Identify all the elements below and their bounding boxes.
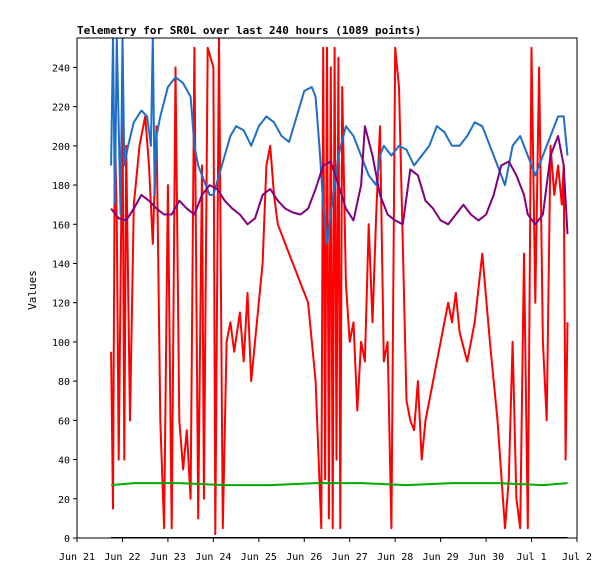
- series-line-2: [110, 125, 569, 235]
- x-tick-label: Jun 21: [59, 552, 95, 563]
- y-tick-label: 0: [64, 534, 70, 545]
- y-tick-label: 220: [52, 103, 70, 114]
- y-tick-label: 180: [52, 181, 70, 192]
- y-tick-label: 140: [52, 259, 70, 270]
- x-tick-label: Jun 22: [104, 552, 140, 563]
- x-tick-label: Jun 27: [332, 552, 368, 563]
- y-tick-label: 40: [58, 456, 70, 467]
- y-tick-label: 60: [58, 416, 70, 427]
- y-tick-label: 160: [52, 220, 70, 231]
- y-tick-label: 80: [58, 377, 70, 388]
- chart-title: Telemetry for SR0L over last 240 hours (…: [77, 24, 421, 37]
- x-tick-label: Jul 2: [562, 552, 592, 563]
- x-tick-label: Jun 30: [468, 552, 504, 563]
- series-line-0: [110, 38, 569, 536]
- plot-frame: [76, 37, 578, 539]
- y-tick-label: 120: [52, 299, 70, 310]
- axis-layer: 0 20 40 60 80 100 120 140 160 180 200 220 240 Jun 21 J…: [52, 63, 592, 563]
- x-tick-label: Jun 29: [423, 552, 459, 563]
- x-tick-label: Jun 23: [150, 552, 186, 563]
- y-tick-label: 20: [58, 495, 70, 506]
- x-tick-label: Jun 25: [241, 552, 277, 563]
- y-tick-label: 240: [52, 63, 70, 74]
- y-axis-label: Values: [26, 270, 39, 310]
- x-tick-label: Jun 26: [286, 552, 322, 563]
- x-tick-label: Jun 28: [377, 552, 413, 563]
- x-tick-label: Jun 24: [195, 552, 231, 563]
- y-tick-label: 100: [52, 338, 70, 349]
- series-line-1: [110, 38, 569, 245]
- x-tick-label: Jul 1: [516, 552, 546, 563]
- y-tick-label: 200: [52, 142, 70, 153]
- series-line-3: [111, 482, 568, 487]
- series-layer: [110, 38, 569, 538]
